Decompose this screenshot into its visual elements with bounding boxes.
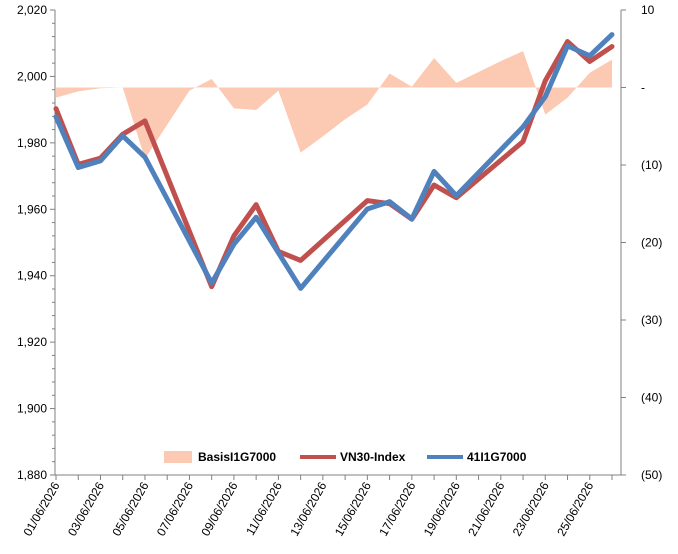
y-left-tick-label: 1,880 — [17, 468, 47, 482]
series-line-41i1g7000 — [53, 32, 615, 291]
x-tick-label: 01/06/2026 — [20, 479, 62, 538]
y-left-tick-label: 1,980 — [17, 136, 47, 150]
y-left-tick-label: 2,020 — [17, 3, 47, 17]
y-right-tick-label: (20) — [641, 236, 662, 250]
legend-label-vn30: VN30-Index — [340, 450, 406, 464]
x-tick-label: 07/06/2026 — [154, 479, 196, 538]
series-lines — [53, 32, 615, 291]
y-left-tick-label: 1,900 — [17, 402, 47, 416]
y-right-tick-label: (50) — [641, 468, 662, 482]
y-right-tick-label: (30) — [641, 313, 662, 327]
y-right-tick-label: (40) — [641, 391, 662, 405]
legend-label-41i1g7000: 41I1G7000 — [467, 450, 527, 464]
legend-swatch-basis — [164, 451, 192, 463]
legend-label-basis: BasisI1G7000 — [198, 450, 276, 464]
x-tick-label: 23/06/2026 — [510, 479, 552, 538]
basis-area-layer — [56, 51, 612, 159]
x-tick-label: 17/06/2026 — [376, 479, 418, 538]
y-left-tick-label: 1,960 — [17, 202, 47, 216]
y-right-tick-label: (10) — [641, 158, 662, 172]
series-line-vn30-index — [53, 39, 615, 290]
basis-area — [56, 51, 612, 159]
y-left-tick-label: 1,920 — [17, 335, 47, 349]
y-left-tick-label: 1,940 — [17, 269, 47, 283]
x-tick-label: 15/06/2026 — [332, 479, 374, 538]
legend: BasisI1G7000 VN30-Index 41I1G7000 — [164, 450, 527, 464]
y-left-tick-label: 2,000 — [17, 69, 47, 83]
x-tick-label: 19/06/2026 — [421, 479, 463, 538]
x-tick-label: 03/06/2026 — [65, 479, 107, 538]
y-right-tick-label: - — [641, 81, 645, 95]
x-tick-label: 05/06/2026 — [109, 479, 151, 538]
x-tick-label: 11/06/2026 — [243, 479, 285, 538]
x-tick-label: 25/06/2026 — [554, 479, 596, 538]
x-tick-label: 13/06/2026 — [287, 479, 329, 538]
y-right-tick-label: 10 — [641, 3, 655, 17]
x-tick-label: 09/06/2026 — [198, 479, 240, 538]
x-tick-label: 21/06/2026 — [465, 479, 507, 538]
